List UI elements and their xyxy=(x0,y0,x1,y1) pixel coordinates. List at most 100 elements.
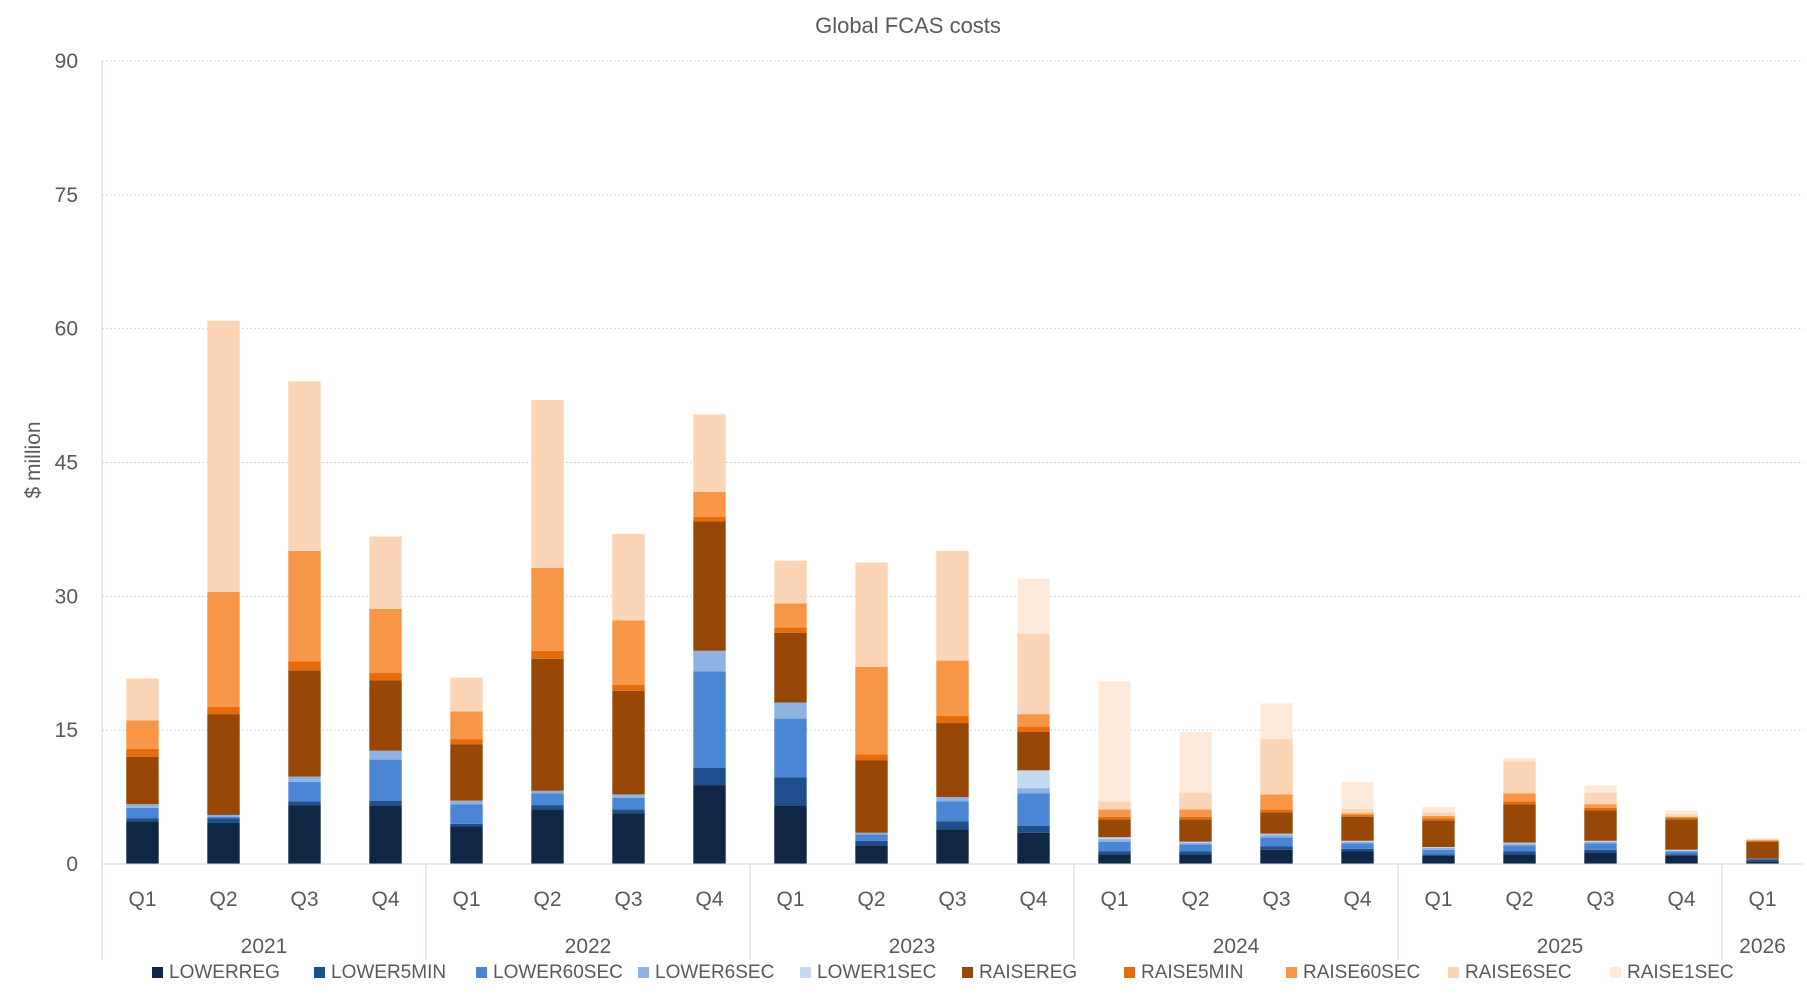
bar-segment-lower6sec xyxy=(288,776,321,782)
x-tick-label: Q3 xyxy=(1262,888,1290,911)
bar-segment-lower5min xyxy=(1584,849,1617,853)
bar-segment-raise1sec xyxy=(1017,578,1050,634)
y-tick-label: 75 xyxy=(55,184,78,207)
bar-segment-lowerreg xyxy=(369,806,402,864)
gridlines xyxy=(102,60,1803,731)
bar-segment-raise5min xyxy=(774,627,807,633)
bar-segment-lower1sec xyxy=(1260,833,1293,835)
bar-segment-raise5min xyxy=(1098,816,1131,820)
bar-segment-lower5min xyxy=(1017,825,1050,833)
x-tick-label: Q3 xyxy=(614,888,642,911)
bar-segment-lower1sec xyxy=(1179,841,1212,843)
bar-segment-raise5min xyxy=(855,754,888,761)
x-tick-label: Q1 xyxy=(1748,888,1776,911)
bar-segment-raisereg xyxy=(126,756,159,805)
bar-segment-raise5min xyxy=(126,748,159,757)
bar-segment-raise6sec xyxy=(1260,739,1293,795)
bar-segment-lower60sec xyxy=(1665,851,1698,855)
x-axis: Q1 Q2 Q3 Q4 2021 Q1 Q2 Q3 Q4 2022 Q1 Q2 Q3 Q4 2023 Q1 Q2… xyxy=(101,61,1803,960)
bar-segment-raise5min xyxy=(288,661,321,671)
bar-segment-lower5min xyxy=(531,805,564,810)
bar-segment-lower6sec xyxy=(1260,834,1293,838)
legend-swatch-raise60sec xyxy=(1286,967,1297,978)
bar-segment-raise60sec xyxy=(369,608,402,674)
bar-segment-lower6sec xyxy=(1665,850,1698,852)
x-tick-label: Q1 xyxy=(776,888,804,911)
bar-segment-lowerreg xyxy=(1017,832,1050,864)
legend-label-raisereg: RAISEREG xyxy=(979,962,1077,983)
bar-segment-raisereg xyxy=(1503,804,1536,843)
x-tick-label: Q2 xyxy=(209,888,237,911)
bar-segment-lower5min xyxy=(450,823,483,827)
bar-segment-raise1sec xyxy=(1179,731,1212,793)
bar-segment-lower60sec xyxy=(126,807,159,819)
legend-label-raise60sec: RAISE60SEC xyxy=(1303,962,1420,983)
bar-segment-raise1sec xyxy=(1098,681,1131,802)
bar-segment-raisereg xyxy=(369,680,402,751)
bar-segment-raise60sec xyxy=(1179,809,1212,817)
bar-segment-raise6sec xyxy=(369,536,402,609)
y-tick-label: 15 xyxy=(55,719,78,742)
legend-swatch-raise5min xyxy=(1124,967,1135,978)
x-tick-label: Q3 xyxy=(1586,888,1614,911)
bar-segment-lower6sec xyxy=(936,797,969,802)
bar-segment-lower6sec xyxy=(1098,839,1131,842)
bar-segment-raise6sec xyxy=(1584,792,1617,805)
bar-segment-raise1sec xyxy=(1584,785,1617,793)
bar-segment-lower60sec xyxy=(1260,837,1293,847)
x-tick-label: Q4 xyxy=(695,888,723,911)
bar-segment-raise6sec xyxy=(1179,792,1212,810)
x-tick-label: Q2 xyxy=(533,888,561,911)
bar-segment-raise60sec xyxy=(288,550,321,662)
bar-segment-raisereg xyxy=(1422,820,1455,848)
bar-segment-raise5min xyxy=(1341,814,1374,817)
bar-segment-raise60sec xyxy=(207,591,240,707)
bar-segment-raise60sec xyxy=(126,720,159,749)
bar-segment-lowerreg xyxy=(288,805,321,864)
bar-segment-lower5min xyxy=(126,818,159,822)
bar-segment-lowerreg xyxy=(1503,854,1536,864)
x-tick-label: Q2 xyxy=(1505,888,1533,911)
bar-segment-raisereg xyxy=(1341,816,1374,841)
x-group-label: 2021 xyxy=(241,935,288,958)
legend-label-raise1sec: RAISE1SEC xyxy=(1627,962,1734,983)
bar-segment-lower6sec xyxy=(1584,841,1617,844)
bar-segment-raise1sec xyxy=(1422,806,1455,813)
bar-segment-lower6sec xyxy=(450,800,483,805)
bar-segment-lowerreg xyxy=(693,785,726,864)
bar-segment-raise60sec xyxy=(1260,794,1293,810)
x-group-label: 2022 xyxy=(565,935,612,958)
bar-segment-lower60sec xyxy=(693,671,726,768)
bar-segment-raise1sec xyxy=(1503,757,1536,762)
bar-segment-lower5min xyxy=(1341,848,1374,852)
bar-segment-lowerreg xyxy=(1098,854,1131,864)
bar-segment-lower60sec xyxy=(1584,843,1617,850)
y-tick-label: 30 xyxy=(55,585,78,608)
bar-segment-lower5min xyxy=(1098,851,1131,855)
bar-segment-lower60sec xyxy=(1422,849,1455,855)
bar-segment-lower60sec xyxy=(450,804,483,824)
legend-label-raise6sec: RAISE6SEC xyxy=(1465,962,1572,983)
bar-segment-lowerreg xyxy=(855,845,888,864)
bar-segment-raisereg xyxy=(612,690,645,795)
bar-segment-lower60sec xyxy=(369,759,402,801)
bar-segment-raise5min xyxy=(936,715,969,724)
bar-segment-raise60sec xyxy=(774,603,807,628)
bar-segment-lower6sec xyxy=(855,832,888,835)
bar-segment-lower5min xyxy=(1746,859,1779,862)
bar-segment-raise60sec xyxy=(855,666,888,755)
bar-segment-lower5min xyxy=(1422,854,1455,856)
bar-segment-raise60sec xyxy=(1017,714,1050,727)
bar-segment-raise60sec xyxy=(1098,809,1131,817)
bar-segment-lowerreg xyxy=(936,829,969,864)
bar-segment-raise60sec xyxy=(936,660,969,716)
legend-label-raise5min: RAISE5MIN xyxy=(1141,962,1243,983)
bar-segment-raise60sec xyxy=(1746,839,1779,841)
legend: LOWERREG LOWER5MIN LOWER60SEC LOWER6SEC LOWE… xyxy=(152,962,1734,983)
bar-segment-raise6sec xyxy=(450,677,483,712)
bar-segment-raise6sec xyxy=(126,678,159,721)
bar-segment-lower60sec xyxy=(612,797,645,810)
x-group-label: 2024 xyxy=(1213,935,1260,958)
bar-segment-lower5min xyxy=(288,801,321,806)
bar-segment-lower5min xyxy=(1503,851,1536,855)
